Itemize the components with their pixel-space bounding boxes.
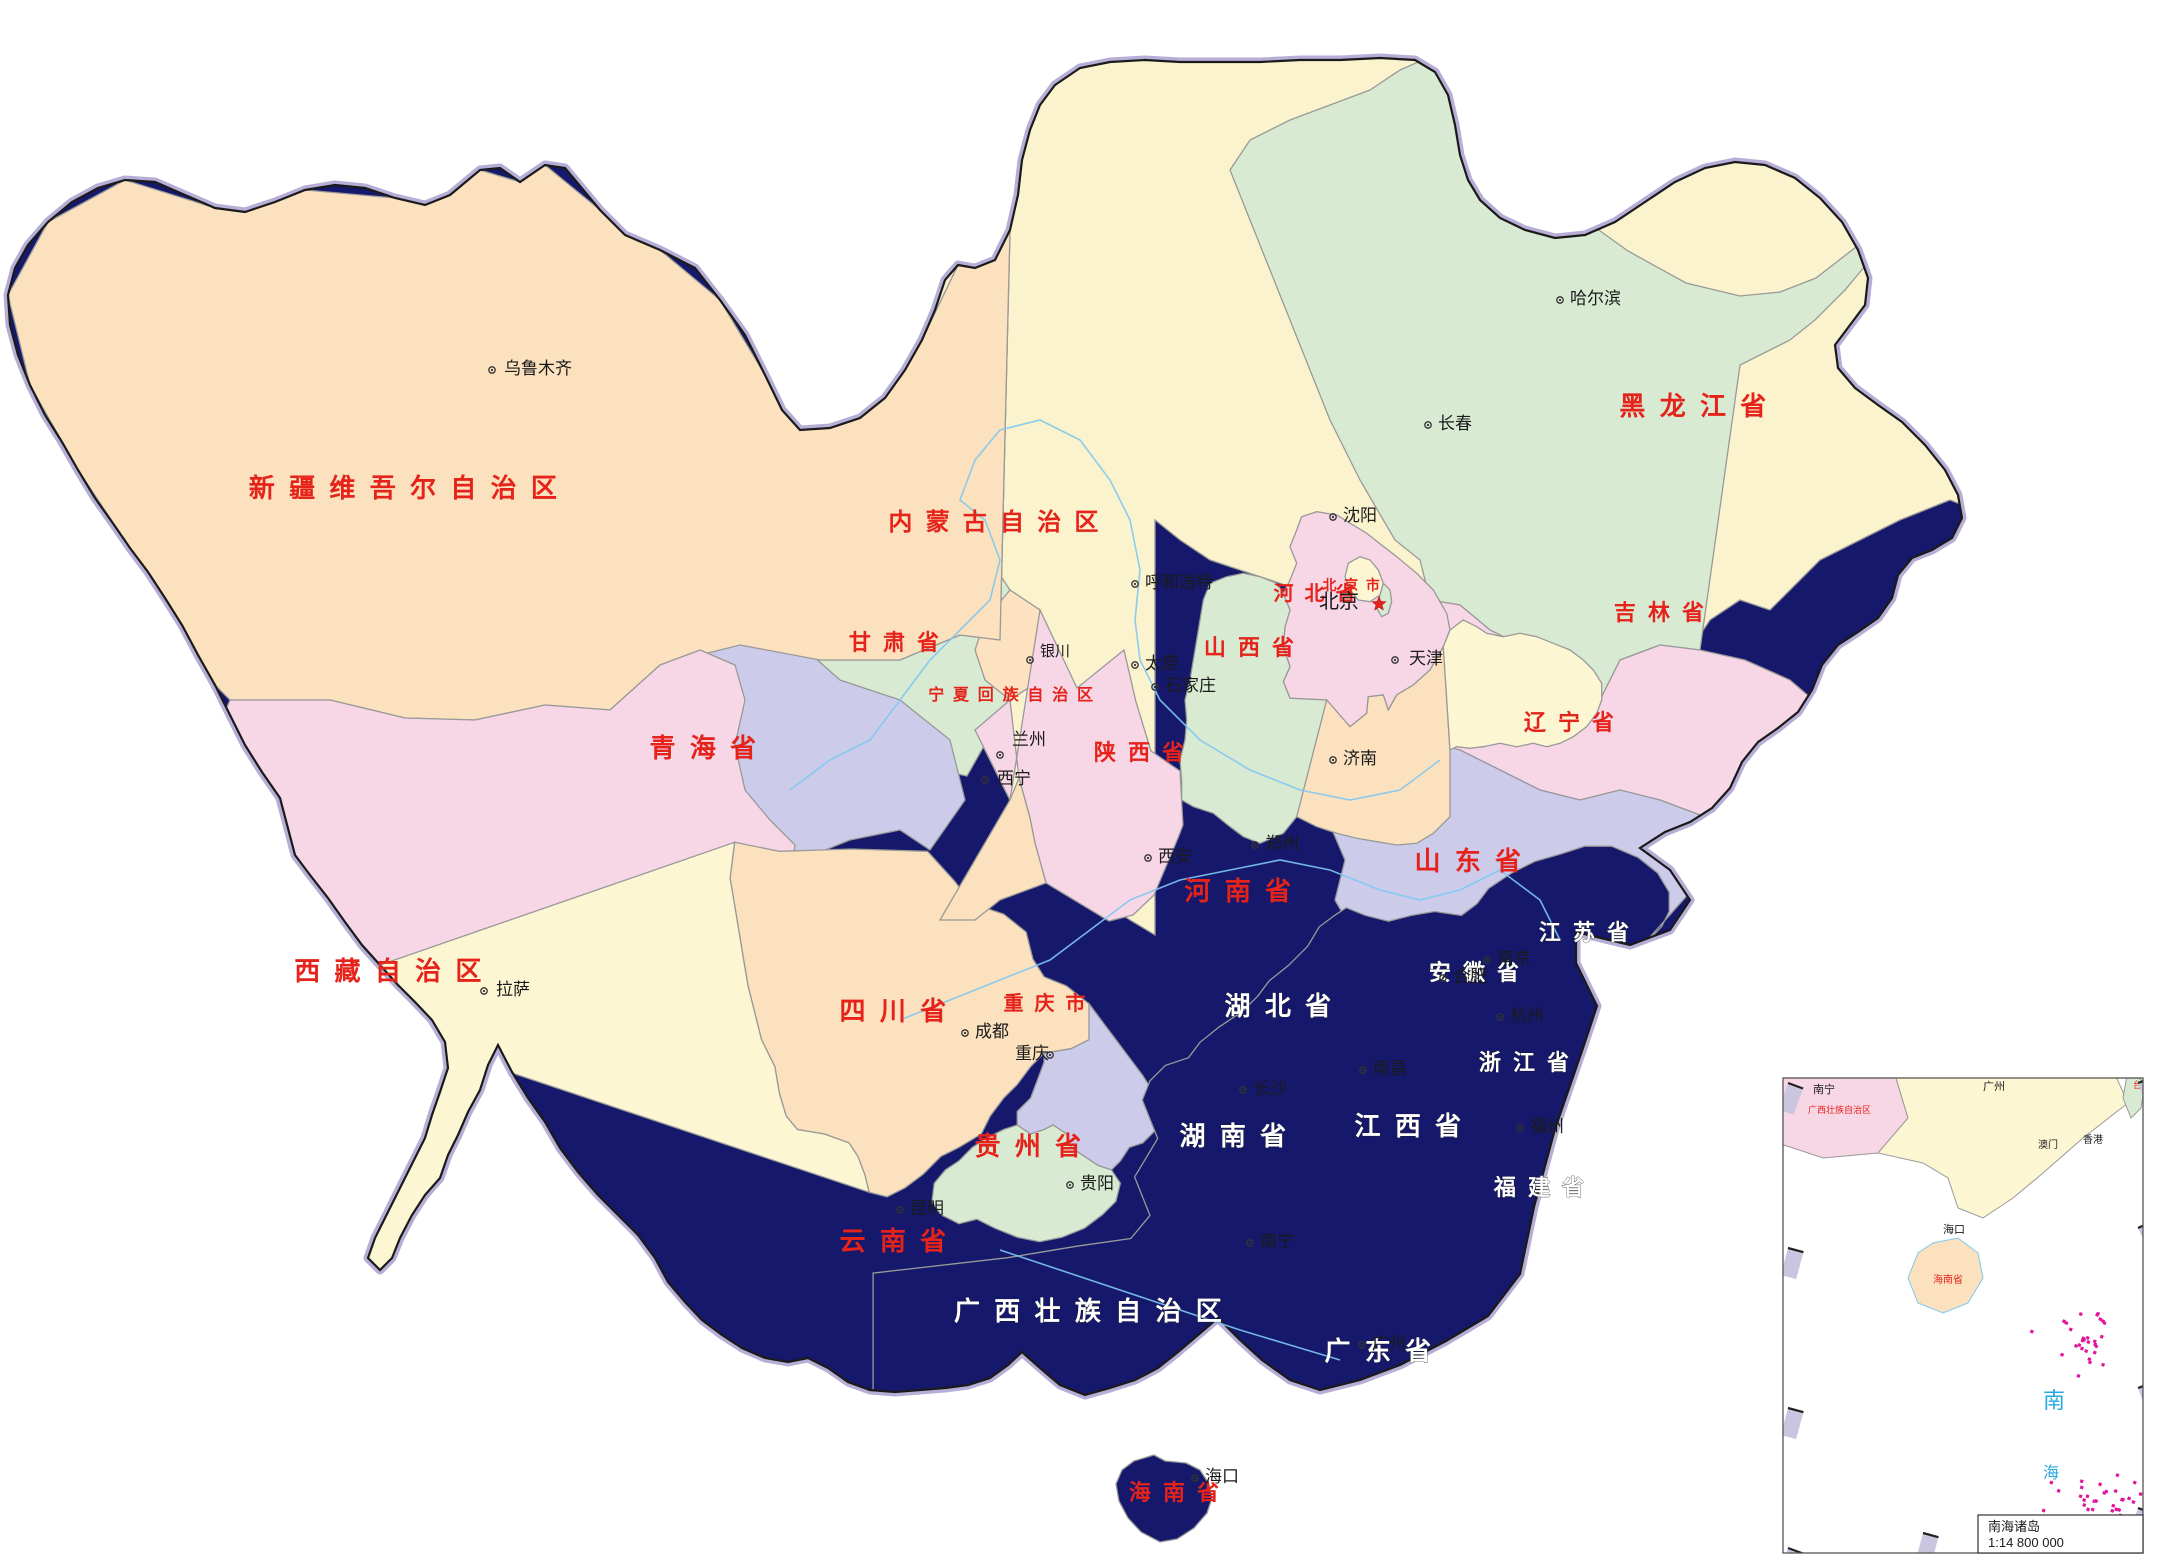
svg-text:南京: 南京 [1497, 949, 1531, 968]
svg-text:南宁: 南宁 [1813, 1082, 1835, 1096]
svg-text:浙江省: 浙江省 [1479, 1050, 1581, 1075]
svg-text:沈阳: 沈阳 [1343, 506, 1377, 525]
svg-text:甘肃省: 甘肃省 [849, 630, 951, 655]
svg-text:乌鲁木齐: 乌鲁木齐 [504, 359, 572, 378]
svg-text:重庆市: 重庆市 [1004, 991, 1097, 1015]
svg-text:拉萨: 拉萨 [496, 980, 530, 999]
svg-text:香港: 香港 [2083, 1134, 2103, 1146]
svg-text:山东省: 山东省 [1415, 846, 1536, 876]
svg-text:银川: 银川 [1040, 643, 1070, 660]
svg-text:重庆: 重庆 [1015, 1044, 1049, 1063]
svg-text:长春: 长春 [1438, 414, 1472, 433]
svg-text:青海省: 青海省 [650, 733, 771, 763]
svg-text:广西壮族自治区: 广西壮族自治区 [1808, 1104, 1871, 1115]
svg-text:辽宁省: 辽宁省 [1524, 710, 1626, 735]
svg-text:石家庄: 石家庄 [1165, 676, 1216, 695]
svg-text:合肥: 合肥 [1453, 967, 1487, 986]
svg-text:宁夏回族自治区: 宁夏回族自治区 [928, 685, 1102, 704]
svg-text:黑龙江省: 黑龙江省 [1619, 391, 1780, 421]
svg-text:太原: 太原 [1145, 654, 1179, 673]
svg-text:山西省: 山西省 [1204, 635, 1306, 660]
svg-text:海: 海 [2043, 1464, 2059, 1482]
svg-text:西藏自治区: 西藏自治区 [294, 956, 496, 986]
svg-text:南海诸岛: 南海诸岛 [1988, 1519, 2040, 1534]
svg-text:湖北省: 湖北省 [1225, 991, 1346, 1021]
svg-text:南昌: 南昌 [1373, 1059, 1407, 1078]
svg-text:南宁: 南宁 [1260, 1232, 1294, 1251]
svg-text:湖南省: 湖南省 [1180, 1121, 1301, 1151]
svg-text:郑州: 郑州 [1265, 834, 1299, 853]
svg-text:济南: 济南 [1343, 749, 1377, 768]
svg-text:陕西省: 陕西省 [1094, 740, 1196, 765]
svg-text:福建省: 福建省 [1493, 1175, 1596, 1200]
svg-text:贵州省: 贵州省 [975, 1131, 1096, 1161]
svg-text:北京: 北京 [1319, 590, 1359, 613]
svg-text:澳门: 澳门 [2038, 1138, 2058, 1151]
svg-text:海口: 海口 [1943, 1222, 1965, 1236]
svg-text:内蒙古自治区: 内蒙古自治区 [888, 508, 1111, 536]
svg-text:四川省: 四川省 [840, 996, 961, 1026]
svg-text:成都: 成都 [975, 1022, 1009, 1041]
svg-text:广西壮族自治区: 广西壮族自治区 [954, 1296, 1236, 1326]
svg-text:吉林省: 吉林省 [1614, 600, 1716, 625]
svg-text:江西省: 江西省 [1355, 1111, 1476, 1141]
svg-text:贵阳: 贵阳 [1080, 1174, 1114, 1193]
svg-text:西安: 西安 [1158, 847, 1192, 866]
svg-text:1:14 800 000: 1:14 800 000 [1988, 1535, 2064, 1550]
svg-text:海口: 海口 [1205, 1467, 1239, 1486]
svg-text:广州: 广州 [1372, 1334, 1406, 1353]
svg-text:哈尔滨: 哈尔滨 [1570, 289, 1621, 308]
svg-text:呼和浩特: 呼和浩特 [1145, 573, 1213, 592]
svg-text:广州: 广州 [1983, 1080, 2005, 1093]
svg-text:江苏省: 江苏省 [1539, 920, 1641, 945]
svg-text:杭州: 杭州 [1510, 1006, 1544, 1025]
svg-text:西宁: 西宁 [997, 769, 1031, 788]
svg-text:天津: 天津 [1409, 649, 1443, 668]
svg-text:昆明: 昆明 [910, 1199, 944, 1218]
svg-text:新疆维吾尔自治区: 新疆维吾尔自治区 [249, 473, 571, 503]
svg-text:福州: 福州 [1530, 1117, 1564, 1136]
svg-text:南: 南 [2043, 1388, 2065, 1413]
svg-text:河南省: 河南省 [1185, 876, 1306, 906]
svg-text:兰州: 兰州 [1012, 730, 1046, 749]
svg-text:海南省: 海南省 [1933, 1273, 1963, 1286]
svg-text:云南省: 云南省 [840, 1226, 961, 1256]
svg-text:长沙: 长沙 [1253, 1079, 1287, 1098]
